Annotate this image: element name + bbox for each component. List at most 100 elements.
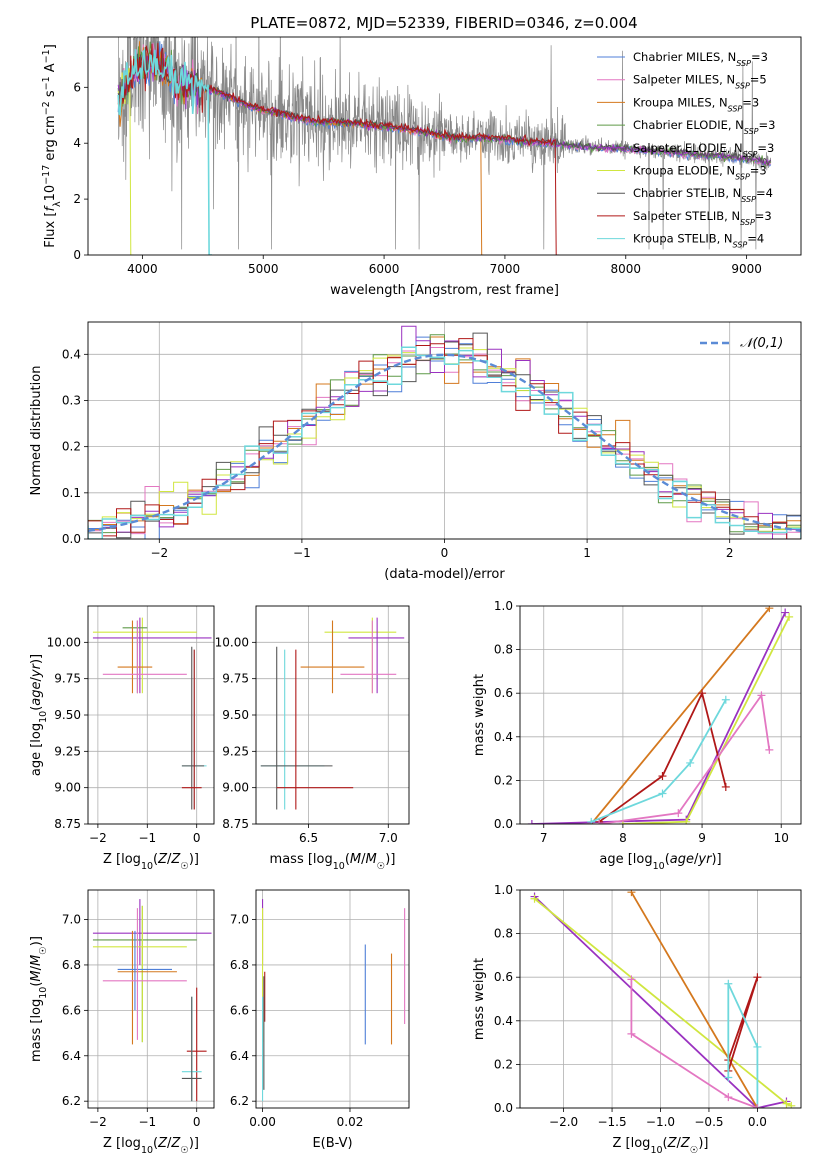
x-axis-label: mass [log10(M/M☉)] xyxy=(270,852,396,872)
axes-frame xyxy=(87,889,215,1109)
x-tick-label: −1.5 xyxy=(597,1115,626,1129)
errorbar-point xyxy=(348,617,405,694)
legend: 𝒩(0,1) xyxy=(700,336,783,351)
x-tick-label: 0 xyxy=(193,1115,201,1129)
errorbar-point xyxy=(181,649,202,810)
y-tick-label: 9.00 xyxy=(222,781,249,795)
weight-marker xyxy=(753,1104,762,1108)
histogram-kroupa-stelib xyxy=(88,346,801,539)
axes-frame xyxy=(87,36,802,256)
y-tick-label: 7.0 xyxy=(62,913,81,927)
y-tick-label: 0.4 xyxy=(62,347,81,361)
x-axis-label: Z [log10(Z/Z☉)] xyxy=(613,1136,709,1156)
weight-marker xyxy=(587,817,596,824)
weight-line-salpeter-miles xyxy=(630,979,758,1108)
y-axis-label: mass weight xyxy=(472,958,487,1040)
weight-line-salpeter-miles xyxy=(599,693,771,824)
y-tick-label: 0.4 xyxy=(494,1014,513,1028)
weight-marker xyxy=(785,612,794,621)
weight-marker xyxy=(781,608,790,617)
errorbar-point xyxy=(92,617,212,694)
weight-marker xyxy=(658,789,667,798)
y-tick-label: 9.25 xyxy=(222,744,249,758)
legend-label: Salpeter STELIB, NSSP=3 xyxy=(633,209,772,227)
legend-label: Kroupa ELODIE, NSSP=3 xyxy=(633,164,767,182)
legend-label: Chabrier ELODIE, NSSP=3 xyxy=(633,118,775,136)
y-tick-label: 9.25 xyxy=(54,744,81,758)
x-tick-label: 1 xyxy=(583,546,591,560)
panel-age-vs-mass: 6.5 7.0 8.75 9.00 9.25 9.50 9.75 10.00 mass [log… xyxy=(215,605,410,872)
errorbar-point xyxy=(117,620,153,694)
axes-frame xyxy=(519,889,802,1109)
y-tick-label: 6.4 xyxy=(62,1049,81,1063)
errorbar-point xyxy=(122,620,148,694)
x-axis-label: wavelength [Angstrom, rest frame] xyxy=(330,283,559,298)
x-tick-label: −2 xyxy=(89,831,107,845)
y-tick-label: 6.2 xyxy=(230,1094,249,1108)
errorbar-point xyxy=(181,996,202,1102)
x-tick-label: 7.0 xyxy=(379,831,398,845)
y-tick-label: 0.2 xyxy=(62,440,81,454)
errorbar-point xyxy=(186,987,207,1102)
x-tick-label: 9000 xyxy=(731,262,762,276)
x-tick-label: 9 xyxy=(698,831,706,845)
plot-area xyxy=(527,606,794,824)
y-tick-label: 0.6 xyxy=(494,970,513,984)
weight-line-salpeter-elodie xyxy=(533,895,787,1108)
weight-marker xyxy=(627,975,636,984)
y-tick-label: 8.75 xyxy=(54,817,81,831)
y-tick-label: 2 xyxy=(73,192,81,206)
axes-frame xyxy=(255,605,410,825)
x-tick-label: 8000 xyxy=(610,262,641,276)
weight-marker xyxy=(765,606,774,613)
y-tick-label: 6.8 xyxy=(230,958,249,972)
y-axis-label: mass weight xyxy=(472,674,487,756)
y-axis-label: mass [log10(M/M☉)] xyxy=(29,936,49,1062)
y-tick-label: 0.2 xyxy=(494,773,513,787)
plot-area xyxy=(530,890,796,1108)
y-tick-label: 9.75 xyxy=(54,672,81,686)
model-line-kroupa-stelib xyxy=(117,48,212,255)
weight-marker xyxy=(782,1099,791,1108)
x-tick-label: 7000 xyxy=(490,262,521,276)
errorbar-point xyxy=(181,646,205,810)
x-tick-label: −1.0 xyxy=(646,1115,675,1129)
x-axis-label: E(B-V) xyxy=(312,1136,352,1151)
x-axis-label: age [log10(age/yr)] xyxy=(599,852,721,872)
legend-label: Kroupa STELIB, NSSP=4 xyxy=(633,232,764,250)
x-tick-label: 8 xyxy=(619,831,627,845)
weight-marker xyxy=(595,820,604,824)
x-tick-label: 6.5 xyxy=(299,831,318,845)
errorbar-point xyxy=(92,617,197,694)
x-tick-label: 4000 xyxy=(127,262,158,276)
y-axis-label: Normed distribution xyxy=(29,366,44,496)
x-tick-label: 0.0 xyxy=(748,1115,767,1129)
errorbar-point xyxy=(92,899,212,965)
y-tick-label: 7.0 xyxy=(230,913,249,927)
x-axis-label: Z [log10(Z/Z☉)] xyxy=(103,852,199,872)
x-tick-label: 0.02 xyxy=(337,1115,364,1129)
y-tick-label: 0 xyxy=(73,248,81,262)
axes-frame xyxy=(87,321,802,540)
y-tick-label: 9.50 xyxy=(222,708,249,722)
weight-marker xyxy=(686,758,695,767)
errorbar-point xyxy=(276,649,354,810)
y-tick-label: 0.2 xyxy=(494,1057,513,1071)
y-tick-label: 4 xyxy=(73,136,81,150)
legend-label: 𝒩(0,1) xyxy=(740,336,783,351)
weight-marker xyxy=(674,809,683,818)
weight-marker xyxy=(787,1101,796,1108)
errorbar-point xyxy=(102,620,187,694)
errorbar-point xyxy=(92,905,187,1043)
x-tick-label: −2 xyxy=(150,546,168,560)
weight-line-kroupa-stelib xyxy=(727,983,759,1108)
panel-weight-vs-Z: −2.0 −1.5 −1.0 −0.5 0.0 0.0 0.2 0.4 0.6 0.8 1.0 Z [… xyxy=(472,883,802,1156)
y-tick-label: 9.00 xyxy=(54,781,81,795)
weight-line-salpeter-elodie xyxy=(531,612,787,824)
x-tick-label: 0 xyxy=(193,831,201,845)
y-tick-label: 0.3 xyxy=(62,393,81,407)
legend-label: Chabrier MILES, NSSP=3 xyxy=(633,50,768,68)
weight-marker xyxy=(721,695,730,704)
axes-frame xyxy=(87,605,215,825)
errorbar-point xyxy=(340,620,397,694)
